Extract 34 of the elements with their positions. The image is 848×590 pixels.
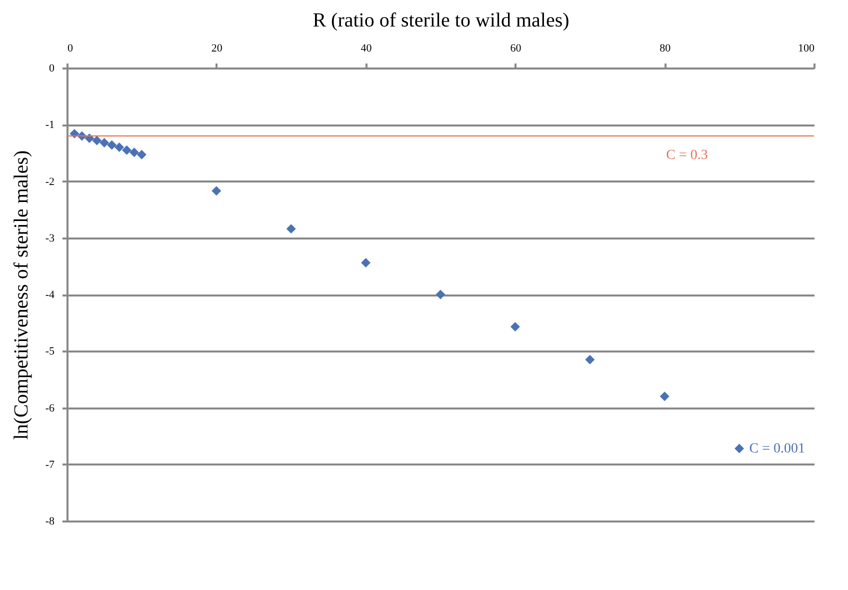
y-tick-label: 0: [49, 62, 55, 74]
y-axis-title: ln(Competitiveness of sterile males): [10, 150, 32, 440]
point: [585, 354, 595, 364]
point: [436, 290, 446, 300]
annotation: C = 0.3: [666, 148, 708, 163]
y-tick-label: -6: [45, 402, 55, 414]
y-tick-label: -7: [45, 458, 55, 471]
y-tick-label: -3: [45, 232, 55, 244]
x-tick-label: 60: [510, 42, 522, 54]
point: [122, 145, 132, 155]
point: [212, 186, 222, 196]
series-label: C = 0.001: [749, 442, 806, 457]
point: [136, 150, 146, 160]
point: [92, 136, 102, 146]
x-axis-title: R (ratio of sterile to wild males): [312, 10, 570, 32]
x-tick-label: 80: [660, 42, 672, 54]
point: [129, 148, 139, 158]
x-tick-label: 20: [211, 42, 223, 54]
y-tick-label: -5: [45, 346, 55, 358]
point: [734, 444, 744, 454]
point: [107, 140, 117, 150]
y-tick-label: -1: [45, 119, 54, 132]
point: [286, 224, 296, 234]
y-tick-label: -2: [45, 176, 54, 188]
x-tick-label: 100: [798, 42, 815, 54]
x-tick-label: 0: [68, 42, 74, 54]
point: [510, 322, 520, 332]
x-tick-label: 40: [360, 42, 372, 54]
y-tick-label: -4: [45, 289, 55, 301]
point: [114, 142, 124, 152]
point: [100, 138, 110, 148]
point: [660, 392, 670, 402]
y-tick-label: -8: [45, 516, 55, 528]
point: [361, 258, 371, 268]
